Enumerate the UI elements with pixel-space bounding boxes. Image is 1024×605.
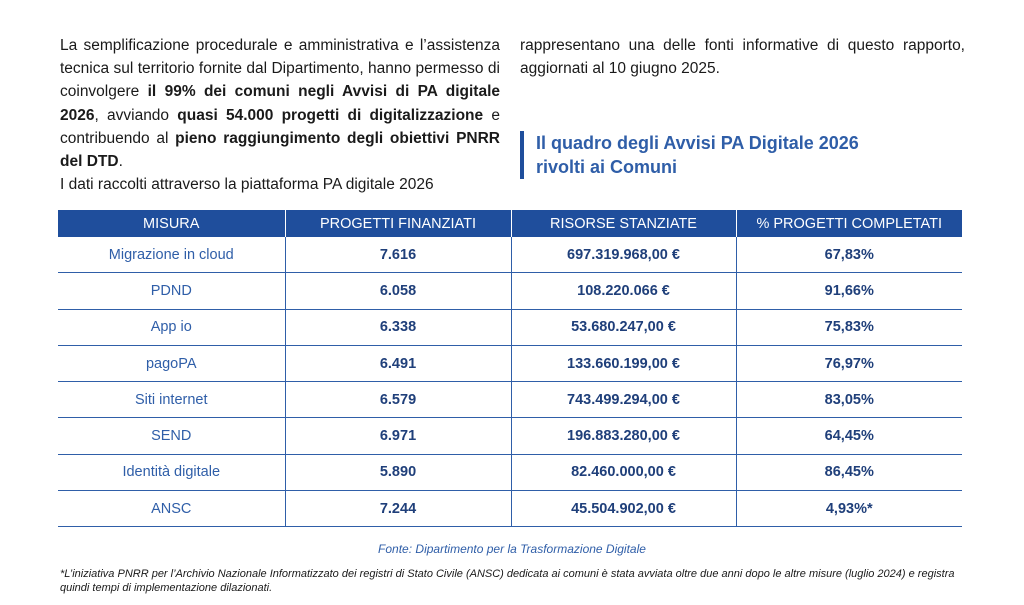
section-title-line-2: rivolti ai Comuni [536, 157, 678, 177]
cell-misura: PDND [58, 272, 286, 310]
intro-text-2: , avviando [94, 106, 178, 124]
cell-misura: pagoPA [58, 345, 286, 383]
cell-progetti: 6.491 [285, 345, 512, 383]
table-row: Identità digitale 5.890 82.460.000,00 € … [58, 454, 962, 492]
section-title-line-1: Il quadro degli Avvisi PA Digitale 2026 [536, 133, 859, 153]
intro-text-5: I dati raccolti attraverso la piattaform… [60, 176, 434, 194]
cell-risorse: 53.680.247,00 € [511, 309, 737, 346]
cell-misura: Siti internet [58, 381, 286, 419]
header-misura: MISURA [58, 210, 286, 237]
intro-paragraph: La semplificazione procedurale e amminis… [60, 34, 500, 196]
cell-progetti: 6.579 [285, 381, 512, 419]
cell-progetti: 7.244 [285, 490, 512, 528]
table-source: Fonte: Dipartimento per la Trasformazion… [378, 542, 646, 556]
cell-progetti: 5.890 [285, 454, 512, 492]
cell-completati: 67,83% [736, 237, 962, 274]
cell-risorse: 108.220.066 € [511, 272, 737, 310]
table-row: pagoPA 6.491 133.660.199,00 € 76,97% [58, 345, 962, 383]
cell-completati: 4,93%* [736, 490, 962, 528]
continuation-text: rappresentano una delle fonti informativ… [520, 37, 965, 78]
table-row: Siti internet 6.579 743.499.294,00 € 83,… [58, 381, 962, 419]
table-row: PDND 6.058 108.220.066 € 91,66% [58, 272, 962, 310]
table-row: App io 6.338 53.680.247,00 € 75,83% [58, 309, 962, 346]
cell-misura: SEND [58, 417, 286, 455]
measures-table: MISURA PROGETTI FINANZIATI RISORSE STANZ… [58, 210, 962, 528]
cell-risorse: 697.319.968,00 € [511, 237, 737, 274]
cell-risorse: 82.460.000,00 € [511, 454, 737, 492]
cell-completati: 64,45% [736, 417, 962, 455]
section-title: Il quadro degli Avvisi PA Digitale 2026 … [520, 131, 976, 179]
header-risorse-stanziate: RISORSE STANZIATE [511, 210, 737, 237]
cell-progetti: 6.338 [285, 309, 512, 346]
table-row: Migrazione in cloud 7.616 697.319.968,00… [58, 237, 962, 274]
table-header-row: MISURA PROGETTI FINANZIATI RISORSE STANZ… [58, 210, 962, 237]
header-progetti-finanziati: PROGETTI FINANZIATI [285, 210, 512, 237]
cell-risorse: 45.504.902,00 € [511, 490, 737, 528]
intro-text-1: La semplificazione procedurale e amminis… [60, 37, 500, 101]
cell-misura: ANSC [58, 490, 286, 528]
cell-misura: Migrazione in cloud [58, 237, 286, 274]
cell-risorse: 133.660.199,00 € [511, 345, 737, 383]
continuation-paragraph: rappresentano una delle fonti informativ… [520, 34, 965, 80]
intro-text-3: e contribuendo al [60, 106, 500, 147]
intro-bold-municipalities: il 99% dei comuni negli Avvisi di PA dig… [60, 83, 501, 124]
cell-completati: 86,45% [736, 454, 962, 492]
cell-misura: App io [58, 309, 286, 346]
cell-misura: Identità digitale [58, 454, 286, 492]
cell-risorse: 196.883.280,00 € [511, 417, 737, 455]
cell-completati: 75,83% [736, 309, 962, 346]
table-row: ANSC 7.244 45.504.902,00 € 4,93%* [58, 490, 962, 528]
cell-progetti: 6.971 [285, 417, 512, 455]
header-progetti-completati: % PROGETTI COMPLETATI [736, 210, 962, 237]
cell-risorse: 743.499.294,00 € [511, 381, 737, 419]
table-row: SEND 6.971 196.883.280,00 € 64,45% [58, 417, 962, 455]
intro-bold-projects: quasi 54.000 progetti di digitalizzazion… [177, 106, 484, 124]
cell-completati: 76,97% [736, 345, 962, 383]
cell-completati: 83,05% [736, 381, 962, 419]
intro-bold-pnrr: pieno raggiungimento degli obiettivi PNR… [60, 129, 500, 171]
cell-progetti: 6.058 [285, 272, 512, 310]
footnote: *L’iniziativa PNRR per l’Archivio Nazion… [60, 568, 955, 594]
intro-text-4: . [118, 153, 123, 171]
cell-progetti: 7.616 [285, 237, 512, 274]
cell-completati: 91,66% [736, 272, 962, 310]
